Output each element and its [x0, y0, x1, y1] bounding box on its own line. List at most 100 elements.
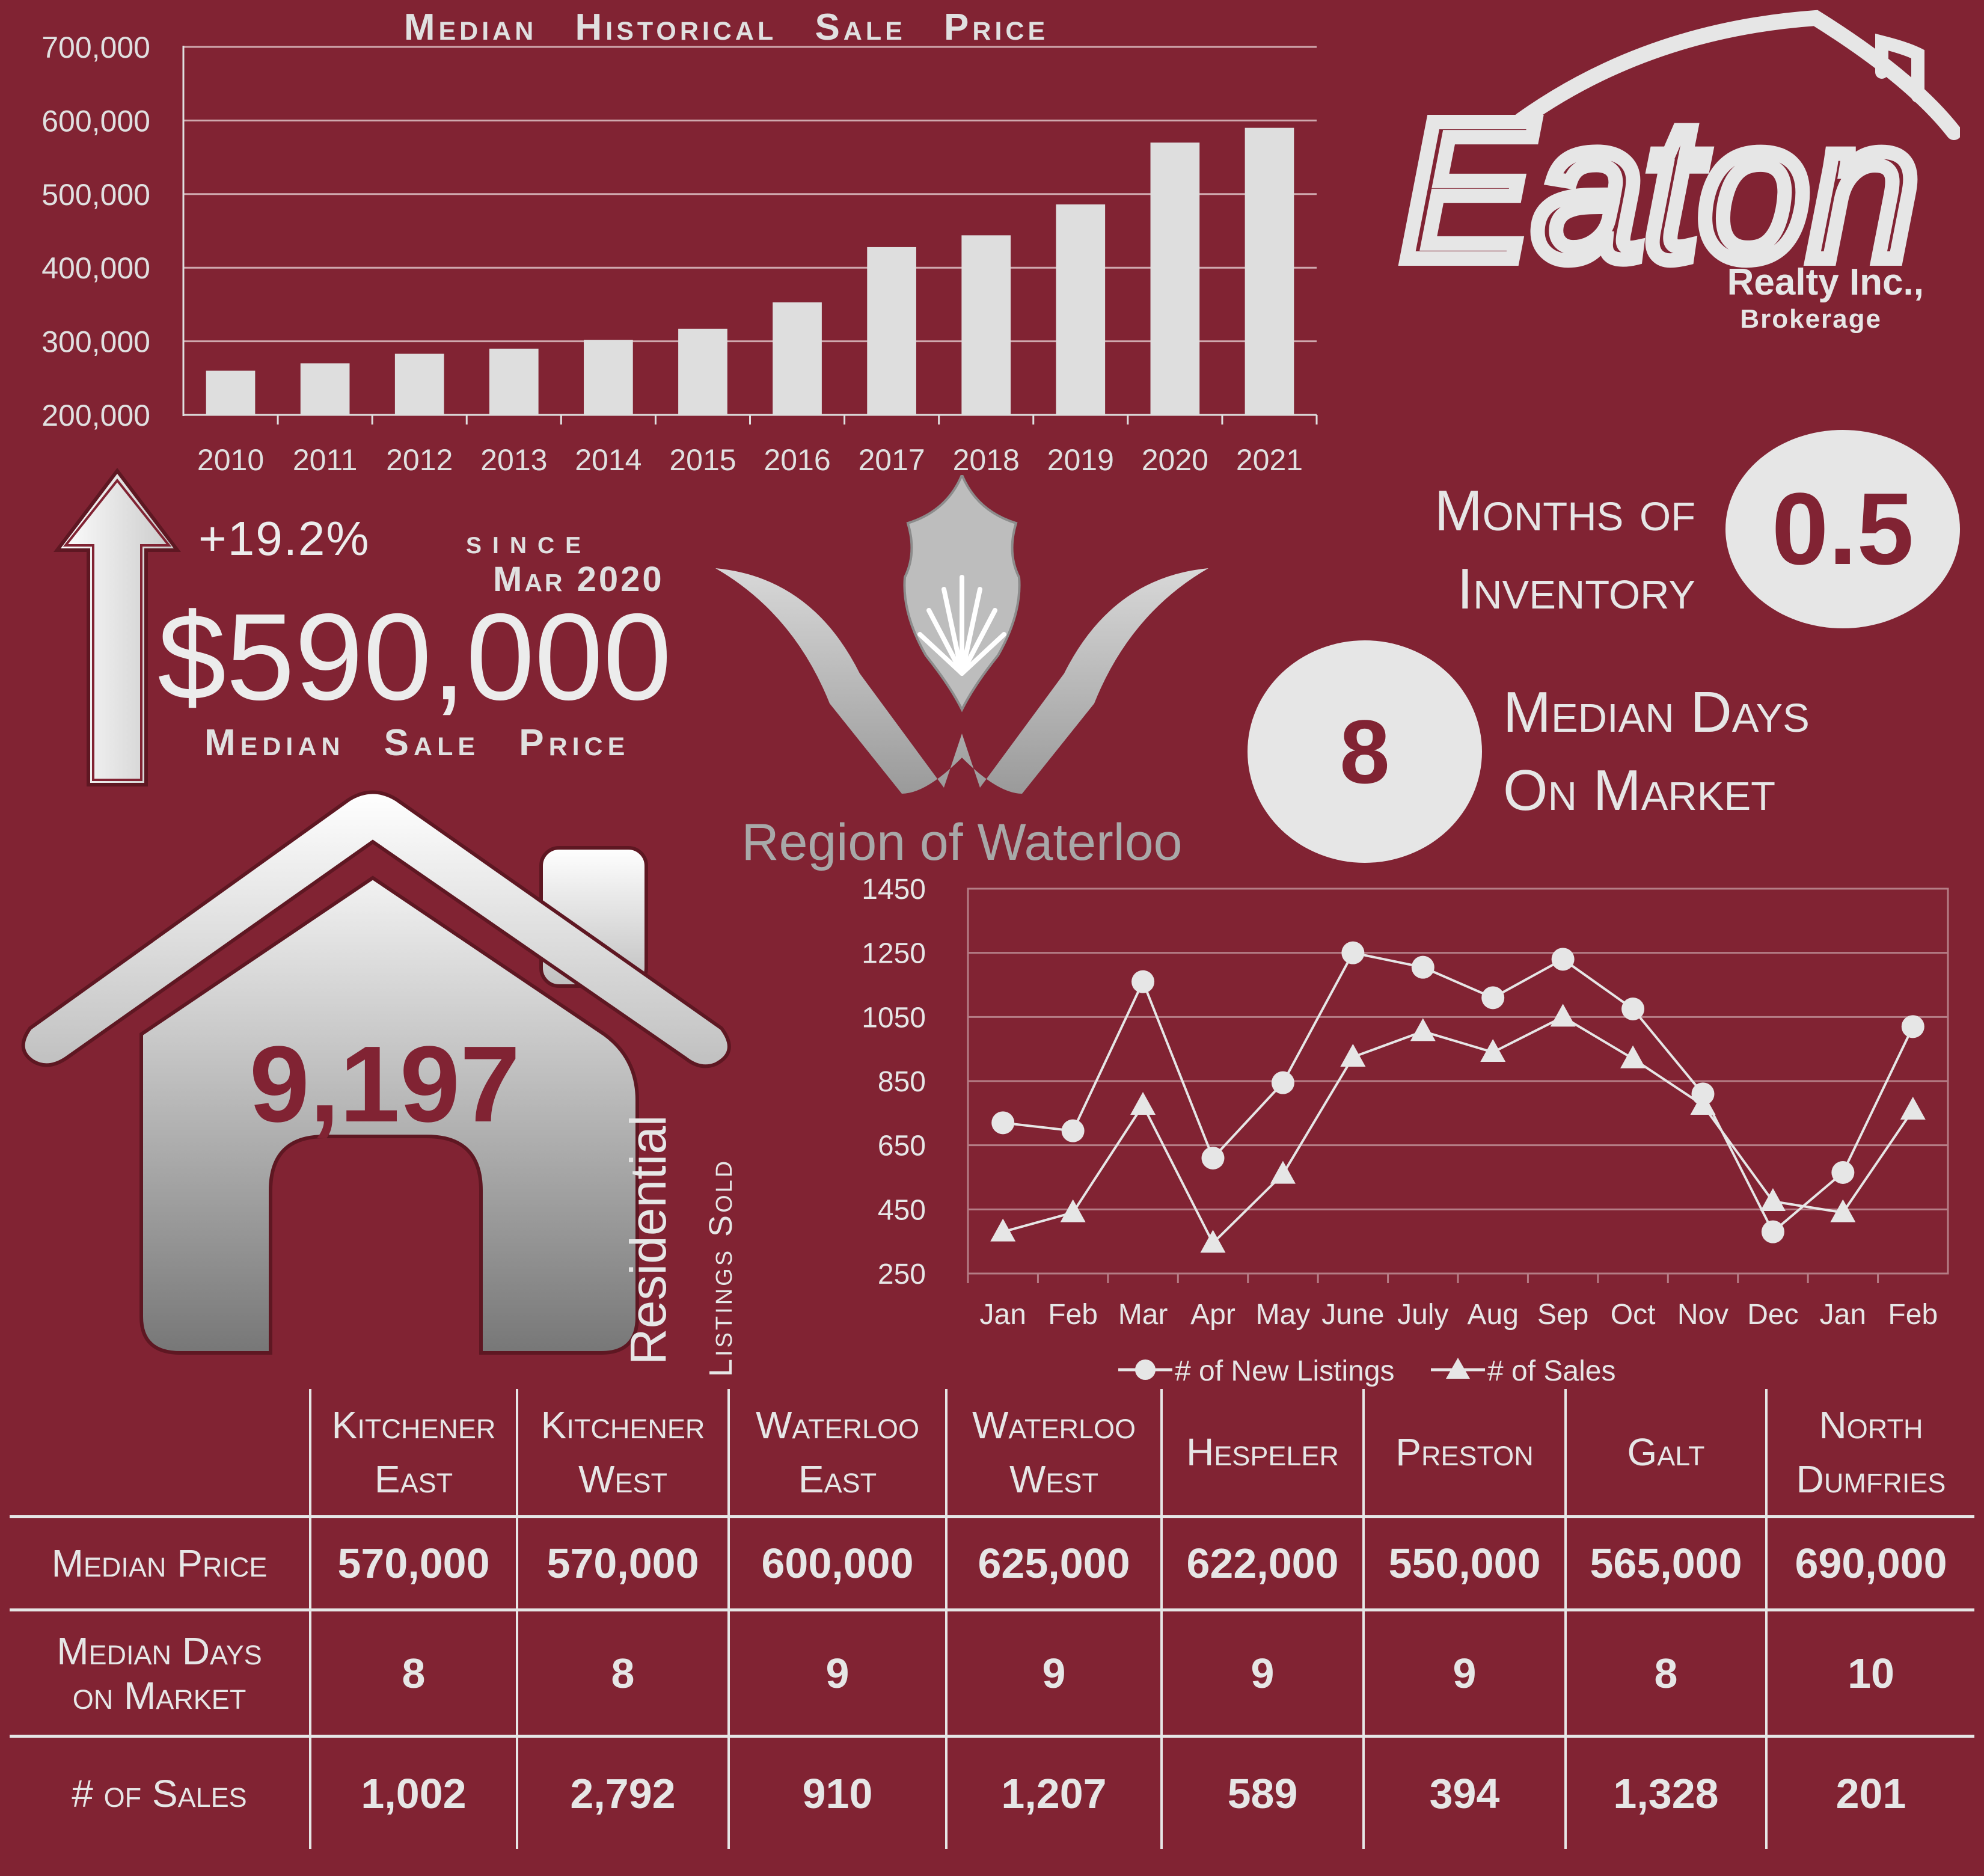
days-label-line1: Median Days	[1503, 680, 1810, 744]
line-y-tick: 250	[878, 1258, 926, 1290]
column-header-line: West	[578, 1458, 667, 1501]
bar-x-tick: 2010	[197, 443, 264, 477]
sales-point	[1480, 1039, 1506, 1062]
legend-new-listings: # of New Listings	[1175, 1355, 1395, 1387]
line-chart: 1450 1250 1050 850 650 450 250 Jan Feb M…	[862, 874, 1949, 1387]
bar-2010	[206, 370, 256, 415]
sales-point	[1690, 1092, 1716, 1115]
median-days-value: 8	[1248, 640, 1482, 863]
table-row: Median Price 570,000 570,000 600,000 625,000…	[10, 1516, 1974, 1610]
series-line-new-listings	[1002, 951, 1914, 1234]
line-x-tick: Feb	[1888, 1299, 1938, 1331]
table-cell: 1,207	[945, 1736, 1162, 1849]
row-header-line: on Market	[72, 1673, 246, 1717]
bar-x-tick: 2015	[669, 443, 736, 477]
line-y-tick: 1450	[862, 874, 926, 906]
sales-point	[1200, 1230, 1226, 1253]
table-cell: 622,000	[1160, 1516, 1364, 1610]
new-listings-point	[1271, 1071, 1294, 1094]
bar-2013	[489, 348, 539, 415]
table-cell: 10	[1765, 1610, 1974, 1737]
line-y-tick: 1250	[862, 938, 926, 970]
new-listings-point	[1061, 1119, 1085, 1142]
months-of-inventory-label: Months of Inventory	[1365, 472, 1695, 628]
column-header-line: Hespeler	[1186, 1430, 1339, 1474]
median-sale-price-label: Median Sale Price	[204, 722, 630, 764]
price-change-percent: +19.2%	[198, 512, 370, 565]
bar-2021	[1245, 127, 1294, 415]
bar-x-tick: 2021	[1236, 443, 1303, 477]
bar-x-tick: 2018	[953, 443, 1020, 477]
new-listings-point	[1551, 948, 1575, 971]
table-column-header: Kitchener West	[516, 1389, 729, 1517]
bar-x-tick: 2014	[575, 443, 641, 477]
bar-y-tick: 500,000	[41, 178, 150, 212]
table-cell: 9	[1362, 1610, 1566, 1737]
column-header-line: East	[798, 1458, 877, 1501]
row-header-line: Median Price	[51, 1542, 268, 1585]
table-cell: 8	[1564, 1610, 1766, 1737]
column-header-line: West	[1009, 1458, 1098, 1501]
legend-sales: # of Sales	[1487, 1355, 1615, 1387]
table-corner	[10, 1389, 310, 1517]
sales-point	[1760, 1188, 1786, 1211]
region-of-waterloo-text: Region of Waterloo	[742, 814, 1183, 871]
logo-chimney-icon	[1875, 33, 1924, 103]
new-listings-point	[1131, 970, 1155, 993]
line-x-tick: June	[1321, 1299, 1384, 1331]
inventory-label-line1: Months of	[1434, 479, 1695, 543]
column-header-line: North	[1819, 1403, 1923, 1447]
table-cell: 1,328	[1564, 1736, 1766, 1849]
table-cell: 1,002	[309, 1736, 517, 1849]
table-cell: 690,000	[1765, 1516, 1974, 1610]
bar-2019	[1056, 204, 1106, 415]
table-header-row: Kitchener East Kitchener West Waterloo East Wa…	[10, 1389, 1974, 1517]
table-column-header: Hespeler	[1160, 1389, 1364, 1517]
median-days-label: Median Days On Market	[1503, 673, 1936, 830]
bar-y-tick: 200,000	[41, 399, 150, 432]
line-x-tick: Feb	[1048, 1299, 1098, 1331]
sales-point	[990, 1218, 1016, 1242]
line-chart-x-axis: Jan Feb Mar Apr May June July Aug Sep Oc…	[980, 1299, 1938, 1331]
bar-chart-x-axis: 2010 2011 2012 2013 2014 2015 2016 2017 …	[197, 443, 1303, 477]
months-of-inventory-value: 0.5	[1725, 430, 1960, 628]
bar-2012	[394, 354, 444, 415]
table-cell: 8	[516, 1610, 729, 1737]
column-header-line: East	[374, 1458, 453, 1501]
table-cell: 625,000	[945, 1516, 1162, 1610]
bar-x-tick: 2016	[764, 443, 830, 477]
table-cell: 910	[727, 1736, 946, 1849]
waterloo-w-icon	[715, 568, 1208, 794]
row-header-line: Median Days	[57, 1629, 262, 1673]
bar-2011	[300, 363, 350, 415]
new-listings-point	[1341, 941, 1365, 964]
legend-triangle-marker	[1446, 1358, 1470, 1379]
eaton-realty-logo: Eaton Realty Inc., Brokerage	[1394, 10, 1960, 334]
bar-x-tick: 2013	[480, 443, 547, 477]
line-x-tick: Jan	[980, 1299, 1026, 1331]
sales-point	[1270, 1160, 1296, 1184]
table-cell: 201	[1765, 1736, 1974, 1849]
bar-chart-y-axis: 700,000 600,000 500,000 400,000 300,000 …	[41, 31, 150, 432]
table-cell: 9	[727, 1610, 946, 1737]
sales-point	[1830, 1199, 1856, 1222]
table-cell: 550,000	[1362, 1516, 1566, 1610]
bar-x-tick: 2017	[859, 443, 925, 477]
new-listings-point	[1621, 998, 1645, 1020]
logo-brokerage-text: Brokerage	[1740, 304, 1882, 334]
bar-2018	[961, 235, 1011, 415]
bar-y-tick: 600,000	[41, 104, 150, 138]
sales-point	[1620, 1045, 1646, 1068]
table-cell: 570,000	[309, 1516, 517, 1610]
table-row-header: Median Days on Market	[10, 1610, 310, 1737]
table-column-header: Waterloo West	[945, 1389, 1162, 1517]
table-row: Median Days on Market 8 8 9 9 9 9 8 10	[10, 1610, 1974, 1737]
logo-eaton-wordmark: Eaton	[1401, 79, 1919, 301]
table-cell: 2,792	[516, 1736, 729, 1849]
new-listings-point	[1761, 1220, 1784, 1243]
line-x-tick: Jan	[1820, 1299, 1866, 1331]
line-chart-legend: # of New Listings # of Sales	[1118, 1355, 1615, 1387]
bar-y-tick: 300,000	[41, 325, 150, 359]
legend-circle-marker	[1135, 1359, 1156, 1380]
column-header-line: Kitchener	[331, 1403, 496, 1447]
